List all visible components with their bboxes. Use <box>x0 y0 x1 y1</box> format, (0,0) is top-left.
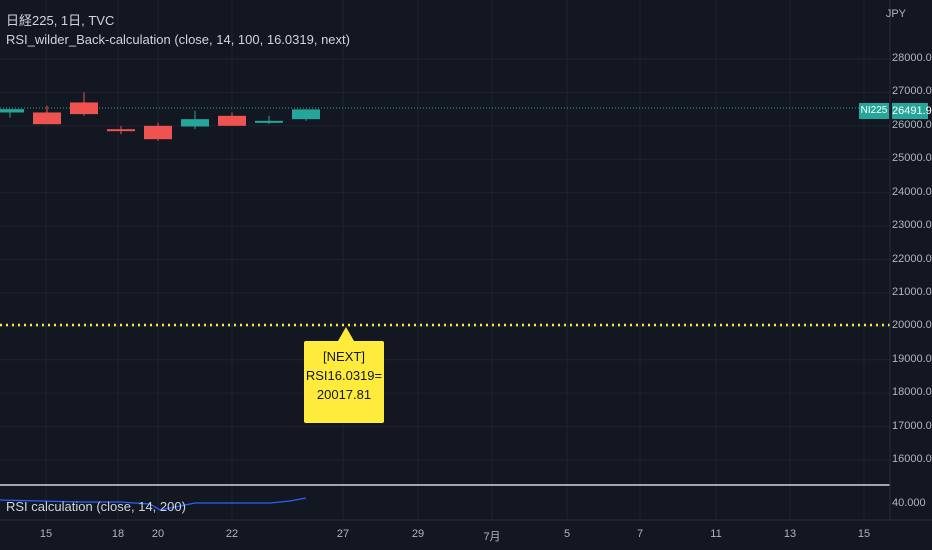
rsi-axis-label: 40.000 <box>892 497 926 509</box>
candle <box>0 109 24 118</box>
grid-lines <box>0 0 890 520</box>
candle <box>144 122 172 141</box>
price-tick-label: 20000.00 <box>892 319 932 332</box>
candle-body <box>181 119 209 127</box>
price-tick-label: 28000.00 <box>892 52 932 64</box>
candles <box>0 92 320 141</box>
candle <box>218 112 246 126</box>
candle <box>70 92 98 116</box>
callout-line-1: [NEXT] <box>323 349 365 364</box>
time-tick-label: 7月 <box>483 531 501 543</box>
rsi-series-line <box>0 497 307 511</box>
time-tick-label: 13 <box>783 528 797 540</box>
time-tick-label: 27 <box>336 528 350 540</box>
chart-title[interactable]: 日経225, 1日, TVC <box>6 13 115 28</box>
time-tick-label: 22 <box>225 528 239 540</box>
next-rsi-callout: [NEXT] RSI16.0319= 20017.81 <box>304 327 384 423</box>
time-tick-label: 7 <box>636 528 644 540</box>
time-tick-label: 20 <box>151 528 165 540</box>
currency-label: JPY <box>885 8 906 20</box>
time-tick-label: 11 <box>710 528 722 540</box>
time-tick-label: 29 <box>411 528 425 540</box>
callout-line-3: 20017.81 <box>316 387 372 402</box>
price-tick-label: 25000.00 <box>892 152 932 165</box>
candle <box>33 105 61 125</box>
symbol-tag: NI225 <box>859 103 889 119</box>
price-tick-label: 17000.00 <box>892 419 932 432</box>
price-tick-label: 18000.00 <box>892 386 932 399</box>
price-tick-label: 27000.00 <box>892 85 932 98</box>
candle <box>181 110 209 130</box>
last-price-label: 26491.90 <box>892 103 932 119</box>
candle-body <box>292 109 320 120</box>
candle-body <box>218 115 246 126</box>
candle <box>255 115 283 125</box>
price-tick-label: 19000.00 <box>892 352 932 365</box>
candle <box>292 109 320 121</box>
time-tick-label: 18 <box>111 528 125 540</box>
rsi-pane-label[interactable]: RSI calculation (close, 14, 200) <box>6 499 186 514</box>
indicator-title[interactable]: RSI_wilder_Back-calculation (close, 14, … <box>6 32 350 47</box>
price-tick-label: 22000.00 <box>892 252 932 265</box>
candle-body <box>107 129 135 132</box>
time-tick-label: 15 <box>39 528 53 540</box>
candle-body <box>0 109 24 113</box>
price-tick-label: 23000.00 <box>892 219 932 232</box>
candle-body <box>70 102 98 115</box>
candle <box>107 125 135 135</box>
price-tick-label: 24000.00 <box>892 185 932 198</box>
candle-body <box>255 120 283 123</box>
time-tick-label: 5 <box>563 528 571 540</box>
price-tick-label: 21000.00 <box>892 285 932 298</box>
candle-body <box>33 112 61 125</box>
price-tick-label: 16000.00 <box>892 453 932 465</box>
price-tick-label: 26000.00 <box>892 118 932 131</box>
time-tick-label: 15 <box>857 528 871 540</box>
candle-body <box>144 125 172 140</box>
callout-line-2: RSI16.0319= <box>305 368 383 383</box>
